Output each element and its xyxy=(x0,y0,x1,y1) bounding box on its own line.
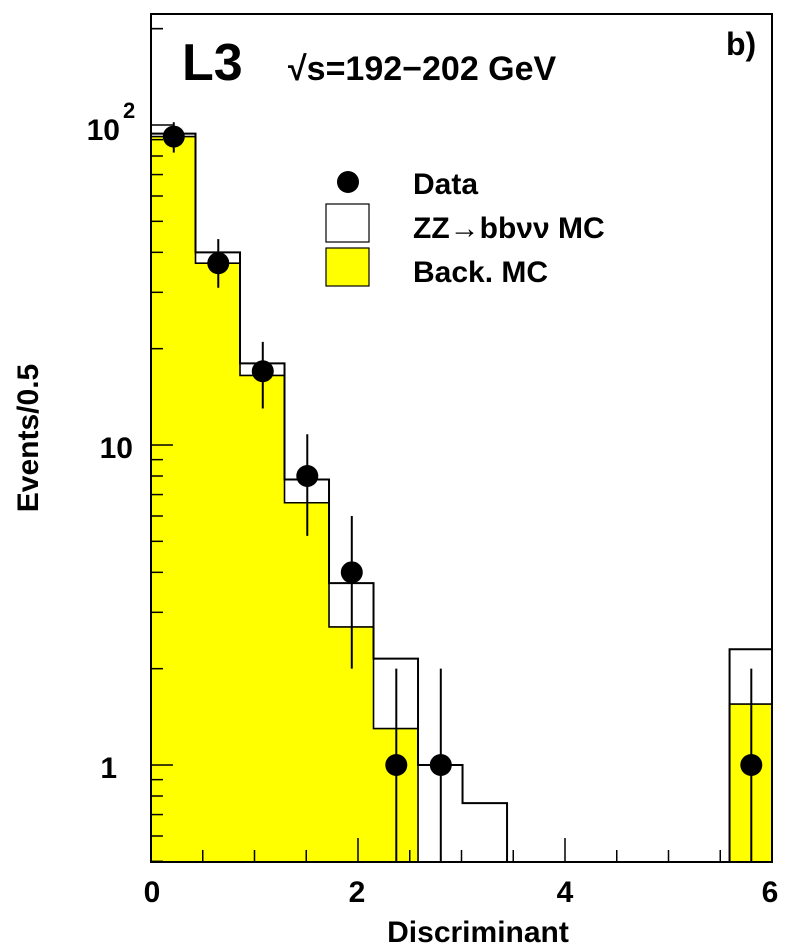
background-bar xyxy=(240,375,285,862)
background-bar xyxy=(195,263,241,863)
legend-background-label: Back. MC xyxy=(413,256,548,289)
x-tick-label-6: 6 xyxy=(762,876,779,909)
energy-label: √s=192−202 GeV xyxy=(288,50,557,88)
legend: Data ZZ→bbνν MC Back. MC xyxy=(325,168,605,289)
y-tick-label-10: 10 xyxy=(100,432,133,465)
y-tick-label-exponent: 2 xyxy=(123,98,135,123)
legend-background-swatch xyxy=(325,247,370,287)
background-mc-histogram xyxy=(151,136,772,863)
experiment-label: L3 xyxy=(182,34,243,92)
legend-data-label: Data xyxy=(413,168,478,201)
data-points xyxy=(162,122,763,862)
x-tick-label-4: 4 xyxy=(557,876,574,909)
data-point xyxy=(429,754,452,776)
x-axis-label: Discriminant xyxy=(387,916,569,949)
data-point xyxy=(296,465,319,488)
y-tick-label-1: 1 xyxy=(100,752,117,785)
background-bar xyxy=(284,502,330,862)
y-axis-label: Events/0.5 xyxy=(12,364,45,512)
signal-bar xyxy=(462,803,508,862)
x-tick-label-0: 0 xyxy=(144,876,161,909)
data-point xyxy=(340,561,363,584)
legend-signal-label: ZZ→bbνν MC xyxy=(413,212,605,245)
data-point xyxy=(207,252,230,275)
panel-label: b) xyxy=(726,26,756,62)
y-tick-label-10-base: 10 xyxy=(87,114,120,147)
legend-signal-swatch xyxy=(325,203,370,243)
legend-data-marker xyxy=(337,171,359,193)
x-tick-label-2: 2 xyxy=(349,876,366,909)
data-point xyxy=(740,754,763,776)
background-bar xyxy=(151,136,196,862)
data-point xyxy=(162,125,185,148)
axis-ticks xyxy=(150,27,773,863)
data-point xyxy=(385,754,408,776)
data-point xyxy=(251,360,274,383)
